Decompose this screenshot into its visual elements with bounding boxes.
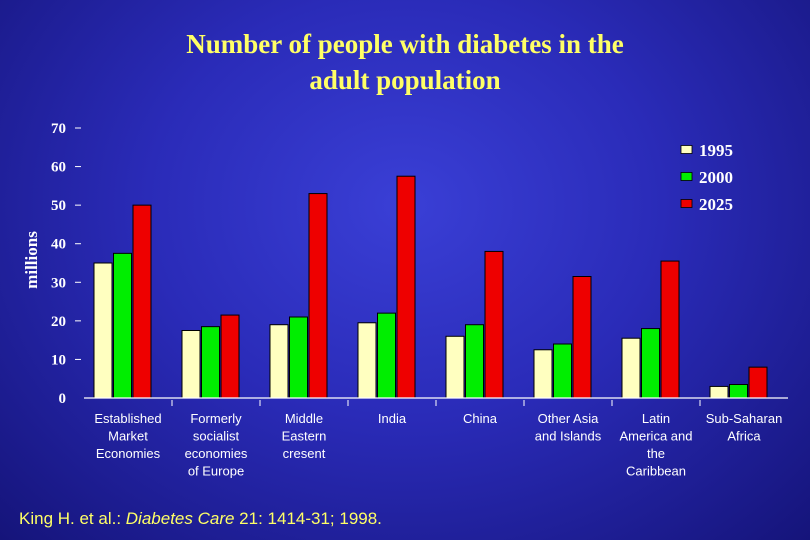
bar-2025 (396, 175, 416, 399)
y-tick-label: 0 (59, 391, 67, 407)
legend-swatch-2025 (680, 199, 693, 208)
bar-1995 (533, 349, 553, 399)
x-category-label: Other Asia (538, 411, 599, 426)
bar-1995 (269, 324, 289, 399)
citation-authors: King H. et al.: (19, 509, 126, 528)
y-tick-label: 70 (51, 121, 66, 137)
bar-2000 (113, 252, 132, 399)
citation: King H. et al.: Diabetes Care 21: 1414-3… (19, 509, 382, 529)
x-category-label: socialist (193, 429, 240, 444)
bar-1995 (709, 385, 729, 399)
legend-swatch-1995 (680, 145, 693, 154)
chart-title-line-2: adult population (309, 65, 501, 95)
x-category-label: Middle (285, 411, 323, 426)
x-category-label: China (463, 411, 498, 426)
bar-1995 (621, 337, 641, 399)
bar-2000 (201, 326, 220, 399)
bar-2000 (729, 384, 748, 399)
x-category-label: the (647, 446, 665, 461)
x-category-label: Established (94, 411, 161, 426)
legend-swatch-2000 (680, 172, 693, 181)
bar-1995 (357, 322, 377, 399)
y-tick-label: 30 (51, 275, 66, 291)
legend-label-2000: 2000 (699, 168, 733, 187)
x-category-label: economies (185, 446, 248, 461)
citation-journal: Diabetes Care (125, 509, 235, 528)
legend-label-2025: 2025 (699, 195, 733, 214)
bar-2000 (289, 316, 308, 399)
x-category-label: of Europe (188, 464, 244, 479)
x-category-label: cresent (283, 446, 326, 461)
bar-2025 (308, 193, 328, 399)
y-axis-label: millions (22, 231, 41, 289)
bar-2025 (220, 314, 240, 399)
bar-2000 (465, 324, 484, 399)
bar-2025 (484, 250, 504, 399)
x-category-label: Market (108, 429, 148, 444)
bar-2000 (377, 312, 396, 399)
x-category-label: Latin (642, 411, 670, 426)
bar-1995 (445, 335, 465, 399)
bar-1995 (181, 330, 201, 399)
y-tick-label: 50 (51, 198, 66, 214)
bar-2000 (641, 328, 660, 399)
y-tick-label: 20 (51, 314, 66, 330)
x-category-label: India (378, 411, 407, 426)
bar-2025 (572, 276, 592, 399)
bar-2000 (553, 343, 572, 399)
y-tick-label: 60 (51, 160, 66, 176)
x-category-label: America and (620, 429, 693, 444)
y-tick-label: 40 (51, 237, 66, 253)
x-category-label: Formerly (190, 411, 242, 426)
x-category-label: Caribbean (626, 464, 686, 479)
x-category-label: Economies (96, 446, 161, 461)
bar-2025 (660, 260, 680, 399)
x-category-label: Eastern (282, 429, 327, 444)
bar-1995 (93, 262, 113, 399)
x-category-label: Africa (727, 429, 761, 444)
legend-label-1995: 1995 (699, 141, 733, 160)
chart-title: Number of people with diabetes in the ad… (0, 26, 810, 98)
x-category-label: and Islands (535, 429, 602, 444)
citation-details: 21: 1414-31; 1998. (234, 509, 382, 528)
x-category-label: Sub-Saharan (706, 411, 783, 426)
chart-title-line-1: Number of people with diabetes in the (186, 29, 624, 59)
bar-2025 (132, 204, 152, 399)
y-tick-label: 10 (51, 352, 66, 368)
bar-2025 (748, 366, 768, 399)
